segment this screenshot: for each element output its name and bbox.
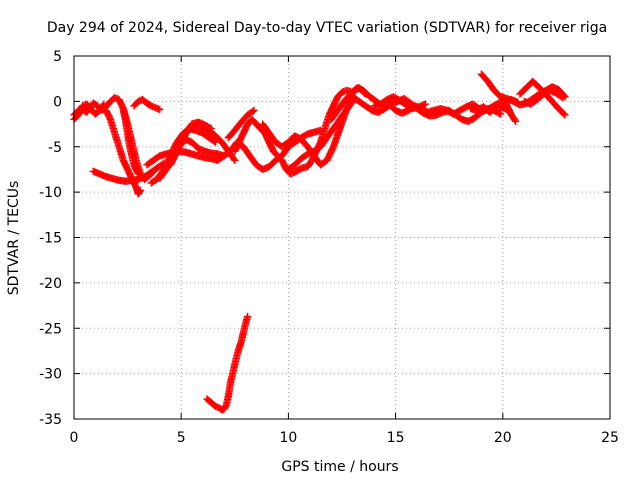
data-point xyxy=(495,109,504,118)
y-tick-label: -30 xyxy=(39,367,62,383)
series-arc-24 xyxy=(203,312,252,414)
data-point xyxy=(497,110,505,118)
x-tick-label: 20 xyxy=(494,430,512,446)
x-tick-label: 15 xyxy=(387,430,405,446)
data-point xyxy=(134,170,142,178)
x-tick-label: 10 xyxy=(279,430,297,446)
y-tick-label: -25 xyxy=(39,321,62,337)
data-point xyxy=(512,117,520,125)
y-tick-label: -10 xyxy=(39,185,62,201)
series-arc-19 xyxy=(466,102,513,116)
chart-title: Day 294 of 2024, Sidereal Day-to-day VTE… xyxy=(47,20,607,36)
series-arc-23 xyxy=(520,86,567,108)
series-arc-6 xyxy=(130,95,164,114)
series-arc-13 xyxy=(224,106,258,142)
data-point xyxy=(221,402,230,411)
data-point xyxy=(136,186,145,194)
data-point xyxy=(511,116,519,124)
x-tick-label: 25 xyxy=(601,430,619,446)
series-arc-12 xyxy=(231,86,355,178)
y-tick-label: -15 xyxy=(39,231,62,247)
y-tick-label: -35 xyxy=(39,412,62,428)
data-point xyxy=(230,155,238,163)
x-tick-label: 5 xyxy=(177,430,186,446)
data-point xyxy=(559,94,567,102)
data-point xyxy=(249,107,257,116)
data-point xyxy=(220,152,228,160)
data-point xyxy=(561,111,569,119)
y-axis-label: SDTVAR / TECUs xyxy=(6,181,22,296)
data-point xyxy=(210,137,218,145)
series-arc-5 xyxy=(119,106,142,178)
data-point xyxy=(250,106,258,115)
data-point xyxy=(421,100,430,108)
series-arc-21 xyxy=(499,93,520,125)
y-tick-label: -20 xyxy=(39,276,62,292)
data-point xyxy=(557,93,566,101)
series-arc-18 xyxy=(370,93,430,113)
series-arc-15 xyxy=(284,97,357,174)
data-point xyxy=(211,138,220,146)
data-point xyxy=(560,110,568,118)
y-tick-label: 0 xyxy=(53,94,62,110)
y-tick-label: -5 xyxy=(48,140,62,156)
data-point xyxy=(231,156,239,165)
data-point xyxy=(136,187,144,196)
data-point xyxy=(100,100,108,108)
series-arc-4 xyxy=(102,106,145,198)
axis-ticks: 0 5 10 15 20 25 5 0 -5 -10 -15 -20 -25 -30 -35 xyxy=(39,49,619,446)
data-point xyxy=(156,105,164,114)
series-arc-11 xyxy=(168,135,228,162)
x-tick-label: 0 xyxy=(70,430,79,446)
x-axis-label: GPS time / hours xyxy=(281,459,398,475)
series-arc-2 xyxy=(70,100,108,124)
data-point xyxy=(348,99,356,107)
data-point xyxy=(99,101,107,110)
data-points xyxy=(70,70,569,414)
series-arc-3 xyxy=(89,159,168,185)
data-point xyxy=(244,312,252,321)
y-tick-label: 5 xyxy=(53,49,62,65)
gridlines xyxy=(74,56,610,419)
